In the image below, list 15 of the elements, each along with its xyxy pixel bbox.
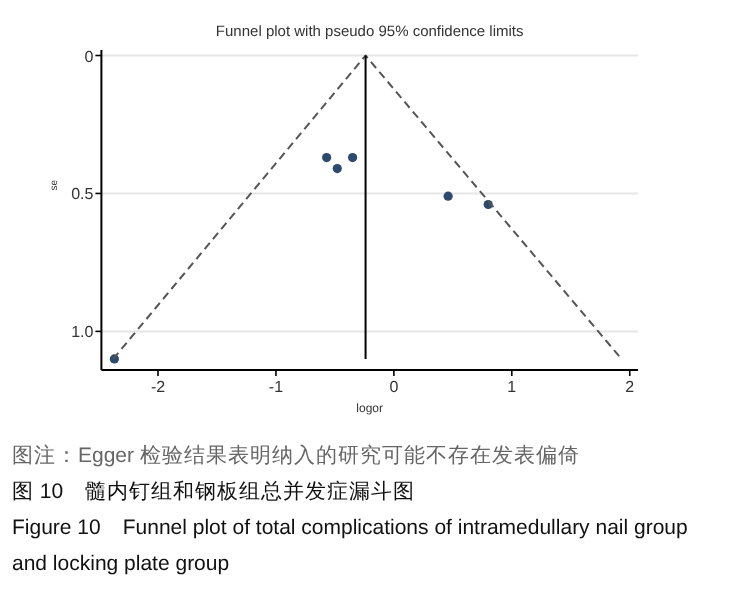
y-tick-label: 0	[84, 47, 95, 66]
x-tick-label: 1	[507, 378, 518, 396]
point	[322, 152, 332, 163]
text: 图注：Egger 检验结果表明纳入的研究可能不存在发表偏倚	[12, 442, 582, 472]
caption: Figure 10 Funnel plot of total complications of intramedullary nail group and locking plate group	[12, 514, 690, 580]
point	[332, 164, 342, 174]
y-tick-label: 1.0	[71, 323, 95, 342]
point	[443, 191, 453, 201]
x-tick-label: 2	[625, 378, 636, 396]
point	[348, 152, 358, 163]
x-tick-label: 0	[389, 378, 400, 396]
x-tick-label: -1	[268, 378, 285, 396]
x-tick-label: -2	[150, 378, 167, 396]
y-tick-label: 0.5	[71, 185, 95, 204]
caption: 图 10 髓内钉组和钢板组总并发症漏斗图	[12, 478, 418, 508]
